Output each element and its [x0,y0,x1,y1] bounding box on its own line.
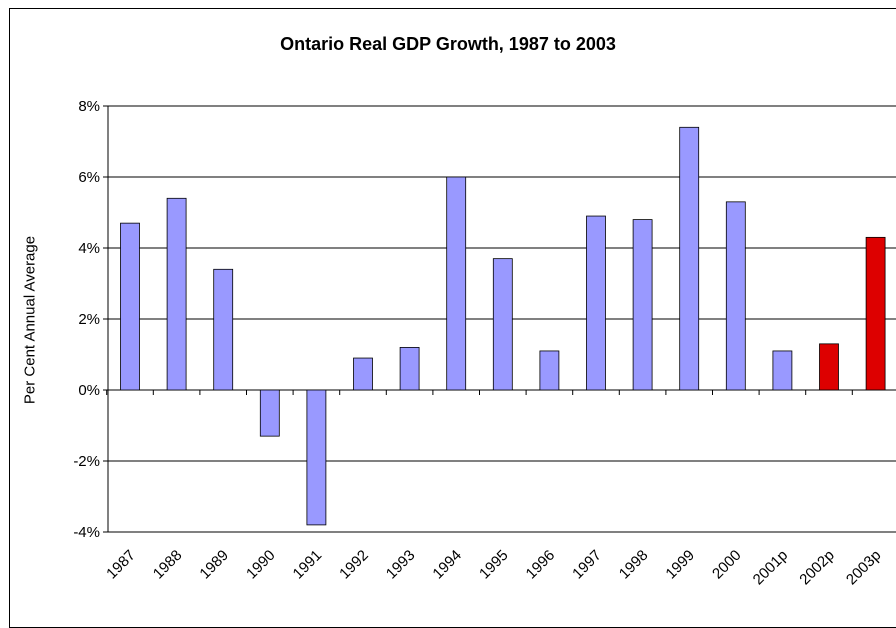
y-tick-label: 6% [78,169,100,186]
x-tick-label: 1990 [243,547,279,583]
bar [586,215,606,391]
y-tick-labels: -4% -2% 0% 2% 4% 6% 8% [73,98,100,541]
x-tick-label: 1996 [523,547,559,583]
chart-title: Ontario Real GDP Growth, 1987 to 2003 [280,34,616,54]
bars [120,126,886,526]
bar [166,197,187,391]
gridlines [108,105,896,533]
y-tick-label: -2% [73,453,100,470]
x-tick-label: 1999 [662,547,698,583]
x-tick-label: 1987 [103,547,139,583]
x-tick-label: 1994 [429,547,465,583]
x-tick-label: 2001p [750,547,792,589]
bar [213,268,234,391]
bar [539,350,560,391]
x-tick-label: 1989 [196,547,232,583]
x-tick-label: 1991 [290,547,326,583]
bar [679,126,700,391]
bar [306,389,327,526]
bar [772,350,793,391]
bar-chart: -4% -2% 0% 2% 4% 6% 8% 1987 1988 1989 1990 1991 199… [73,98,896,589]
x-tick-labels: 1987 1988 1989 1990 1991 1992 1993 1994 1995 1996… [103,547,884,589]
x-tick-label: 2002p [796,547,838,589]
x-tick-label: 1988 [150,547,186,583]
x-tick-label: 2003p [843,547,885,589]
bar [632,219,653,391]
bar [259,389,280,437]
axes [103,105,853,533]
bar [446,176,467,391]
bar [399,346,420,391]
y-tick-label: 4% [78,240,100,257]
y-tick-label: 8% [78,98,100,115]
x-tick-label: 1992 [336,547,372,583]
bar [819,343,839,391]
y-tick-label: 0% [78,382,100,399]
bar [725,201,746,391]
y-tick-label: -4% [73,524,100,541]
x-tick-label: 1998 [616,547,652,583]
bar [492,258,513,391]
x-tick-label: 1995 [476,547,512,583]
x-tick-label: 2000 [709,547,745,583]
y-tick-label: 2% [78,311,100,328]
x-tick-label: 1993 [383,547,419,583]
bar [120,222,140,391]
bar [353,357,373,391]
x-tick-label: 1997 [569,547,605,583]
bar [865,236,886,391]
